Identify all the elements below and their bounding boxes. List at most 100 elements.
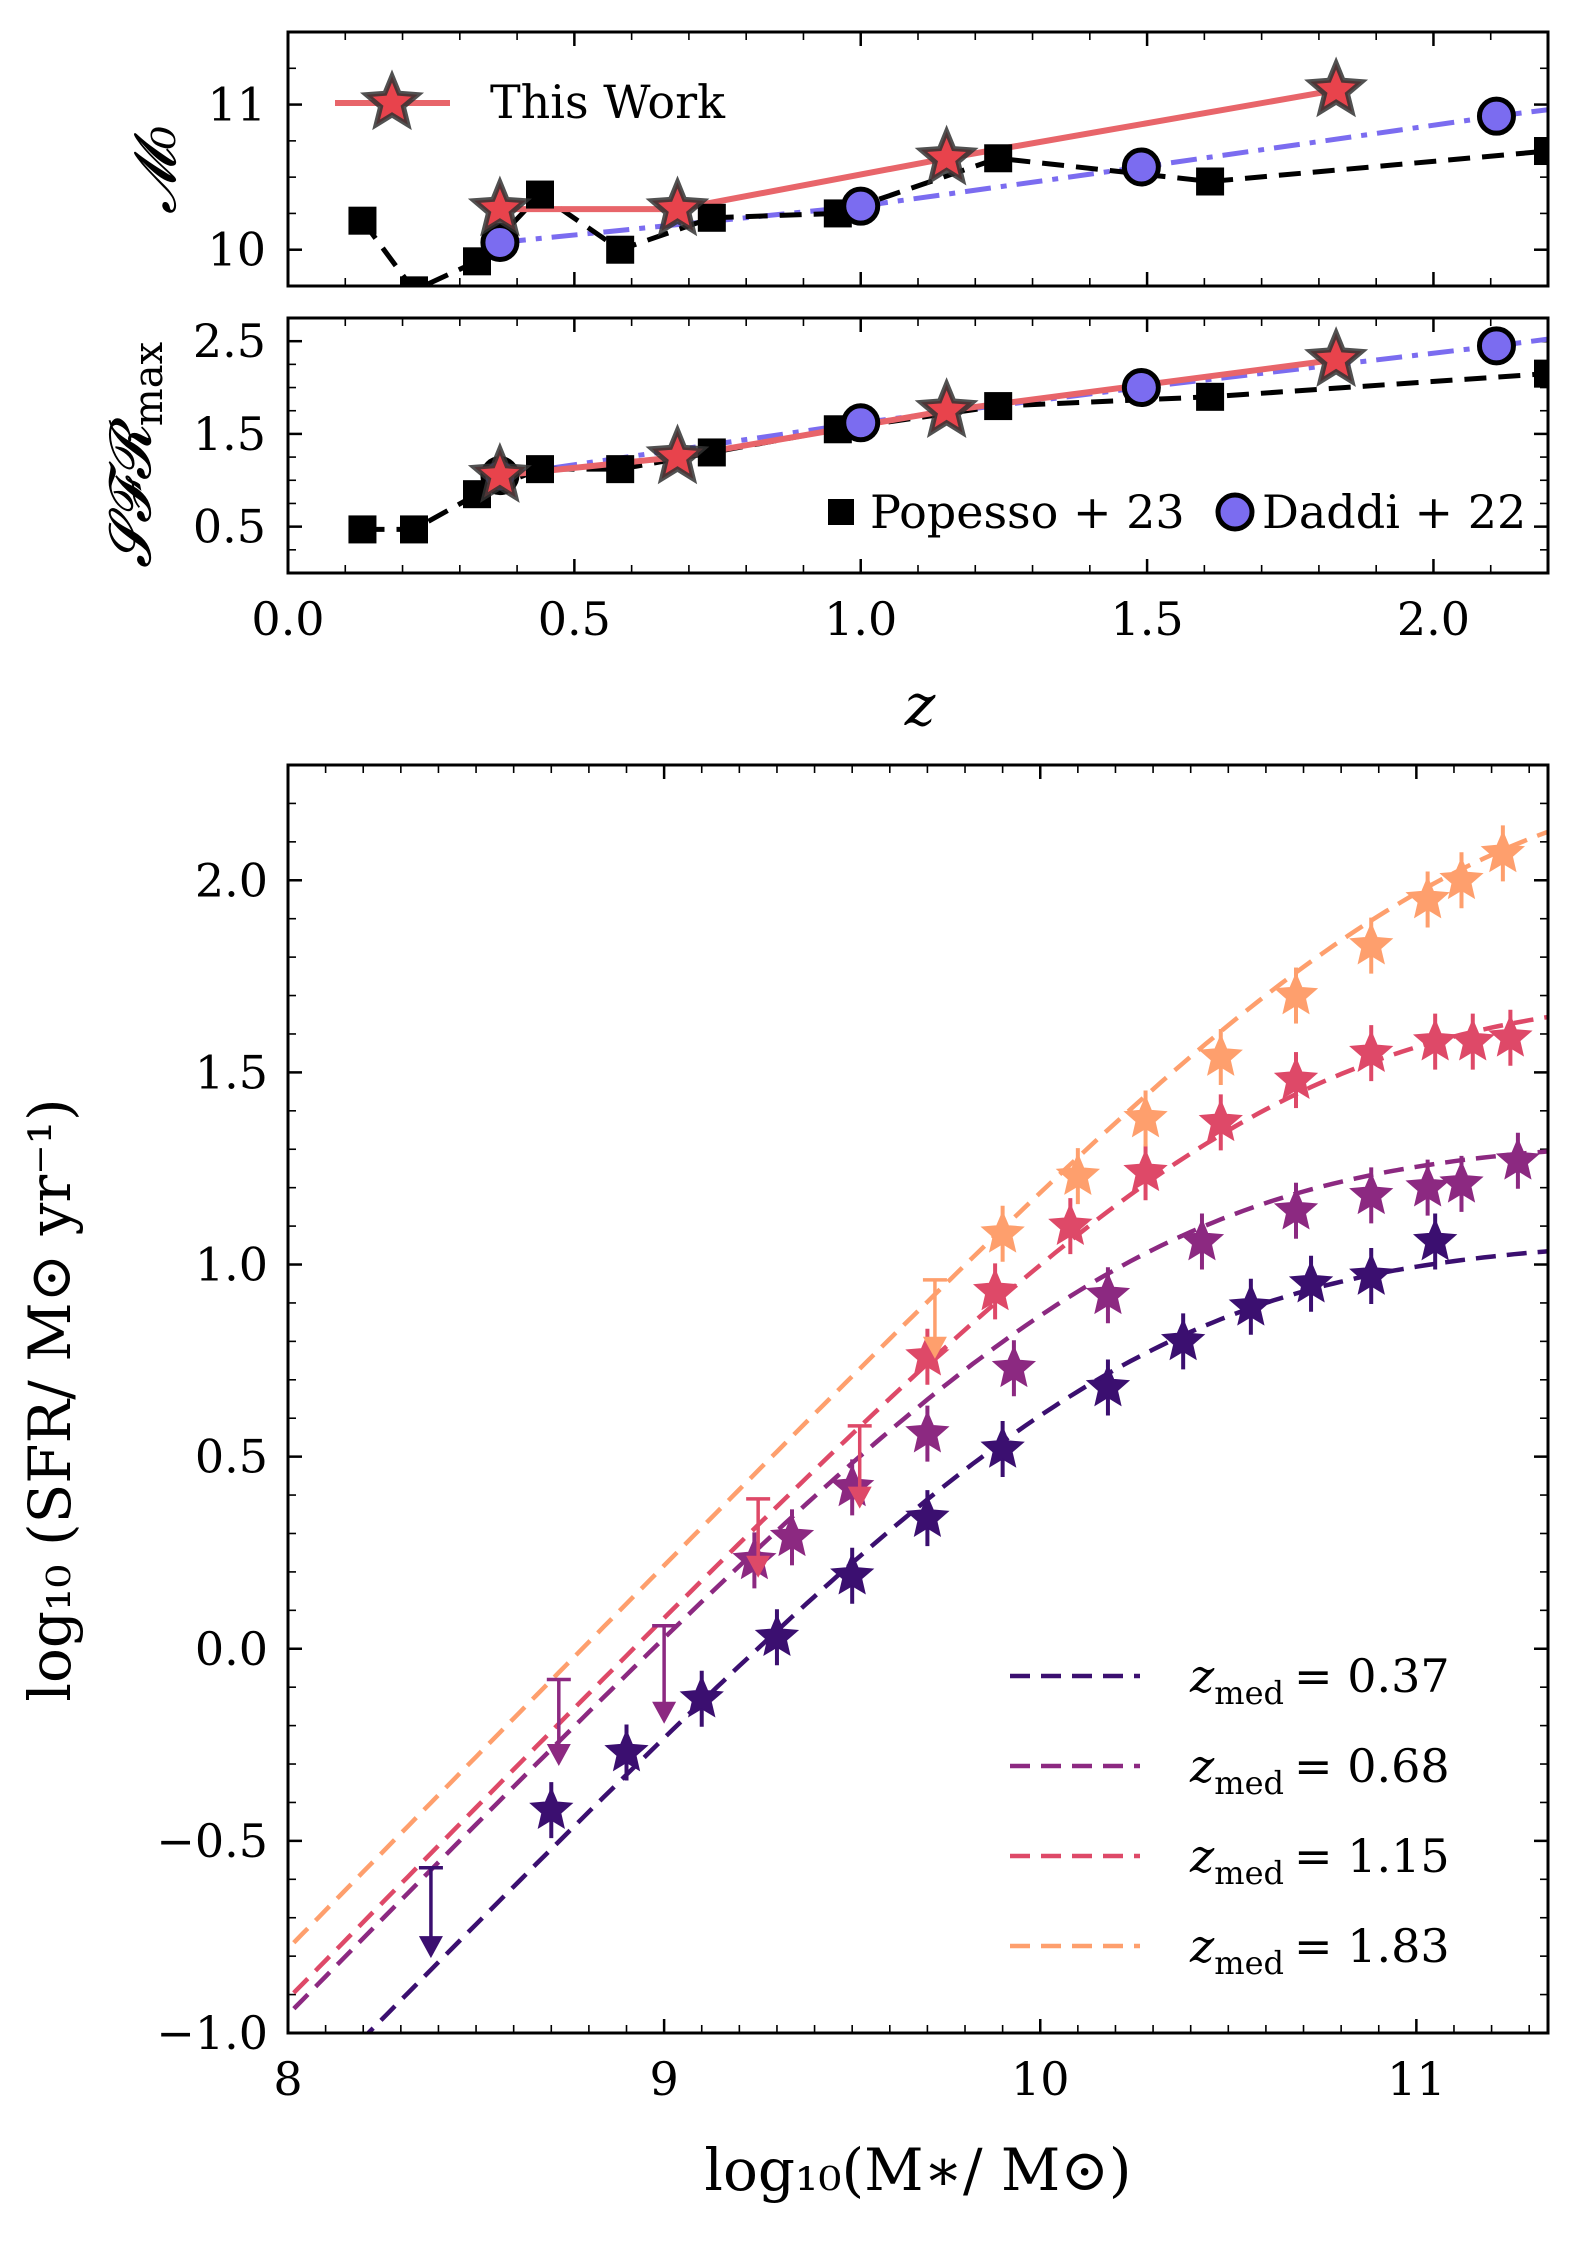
upper-limit-arrow bbox=[746, 1555, 771, 1578]
star-point bbox=[1273, 1056, 1319, 1099]
star-point bbox=[769, 1514, 815, 1557]
ytick-label: 0.5 bbox=[195, 1430, 268, 1484]
mass-xlabel: log₁₀(M∗/ M⊙) bbox=[704, 2136, 1131, 2204]
square-marker bbox=[1196, 382, 1225, 411]
legend-value: 1.83 bbox=[1347, 1919, 1449, 1973]
legend-z: z bbox=[1189, 1649, 1215, 1703]
sfr-mass-panel: −1.0 −0.5 0.0 0.5 1.0 1.5 2.0 8 9 10 11 log₁₀ (SF… bbox=[16, 763, 1550, 2204]
square-marker bbox=[606, 235, 635, 264]
circle-marker bbox=[841, 186, 881, 226]
star-point bbox=[905, 1333, 950, 1376]
star-point bbox=[1179, 1218, 1225, 1261]
legend-sub: med bbox=[1214, 1764, 1284, 1802]
series-line-thiswork bbox=[499, 87, 1337, 213]
star-point bbox=[1198, 1099, 1243, 1142]
legend-square-icon bbox=[828, 499, 854, 525]
ytick-label: −1.0 bbox=[156, 2006, 268, 2060]
star-point bbox=[1123, 1149, 1168, 1192]
m0-ytick-labels: 10 11 bbox=[207, 78, 266, 277]
legend-sub: med bbox=[1214, 1944, 1284, 1982]
star-point bbox=[980, 1210, 1025, 1253]
legend-star-icon bbox=[359, 69, 425, 131]
square-marker bbox=[348, 206, 377, 235]
sfr-fit-curves bbox=[288, 829, 1548, 2033]
square-marker bbox=[400, 515, 428, 544]
circle-marker bbox=[1476, 326, 1516, 366]
star-point bbox=[1273, 972, 1319, 1015]
square-marker bbox=[348, 515, 377, 544]
legend-value: 0.37 bbox=[1347, 1649, 1449, 1703]
star-point bbox=[1055, 1152, 1101, 1195]
square-marker bbox=[984, 392, 1013, 421]
ytick-label: 11 bbox=[207, 78, 266, 132]
circle-marker bbox=[841, 403, 881, 443]
upper-limit-arrow bbox=[546, 1744, 571, 1767]
sfr-data-points bbox=[418, 825, 1541, 1959]
legend-sub: med bbox=[1214, 1674, 1284, 1712]
star-marker bbox=[1304, 56, 1369, 118]
xtick-label: 10 bbox=[1011, 2052, 1070, 2106]
xtick-label: 1.5 bbox=[1111, 592, 1184, 646]
fit-curve bbox=[288, 1149, 1548, 2018]
m0-series-markers bbox=[348, 56, 1548, 286]
square-marker bbox=[526, 180, 554, 209]
star-point bbox=[905, 1410, 950, 1453]
ytick-label: −0.5 bbox=[156, 1814, 268, 1868]
star-point bbox=[830, 1552, 875, 1595]
fit-curve bbox=[288, 829, 1548, 1952]
legend-label-popesso: Popesso + 23 bbox=[870, 485, 1185, 539]
legend-sub: med bbox=[1214, 1854, 1284, 1892]
legend-eq: = bbox=[1294, 1649, 1347, 1703]
xtick-label: 1.0 bbox=[824, 592, 897, 646]
star-marker bbox=[914, 124, 979, 186]
legend-eq: = bbox=[1294, 1739, 1347, 1793]
xtick-label: 2.0 bbox=[1397, 592, 1470, 646]
star-point bbox=[1488, 1014, 1533, 1057]
star-point bbox=[1288, 1260, 1334, 1303]
fit-curve bbox=[288, 1014, 1548, 2003]
star-point bbox=[1405, 876, 1450, 919]
circle-marker bbox=[1121, 368, 1161, 408]
star-point bbox=[1048, 1202, 1093, 1245]
ytick-label: 10 bbox=[207, 223, 266, 277]
star-point bbox=[1480, 830, 1526, 873]
star-point bbox=[604, 1729, 649, 1772]
star-point bbox=[1273, 1187, 1319, 1230]
legend-star-marker bbox=[359, 69, 425, 131]
square-marker bbox=[1534, 137, 1548, 166]
legend-value: 1.15 bbox=[1347, 1829, 1449, 1883]
legend-label: zmed = 1.15 bbox=[1189, 1829, 1450, 1892]
square-marker bbox=[1534, 359, 1548, 388]
legend-value: 0.68 bbox=[1347, 1739, 1449, 1793]
ytick-label: 0.0 bbox=[195, 1622, 268, 1676]
square-marker bbox=[606, 455, 635, 484]
legend-circle-icon bbox=[1215, 492, 1255, 532]
star-point bbox=[1412, 1218, 1458, 1261]
star-point bbox=[972, 1268, 1018, 1311]
sfrmax-series-markers bbox=[348, 326, 1548, 544]
square-marker bbox=[526, 455, 554, 484]
legend-label: zmed = 1.83 bbox=[1189, 1919, 1450, 1982]
ytick-label: 1.0 bbox=[195, 1238, 268, 1292]
star-marker bbox=[645, 175, 710, 237]
sfrmax-ylabel-sub: max bbox=[126, 341, 172, 426]
sfr-ytick-labels: −1.0 −0.5 0.0 0.5 1.0 1.5 2.0 bbox=[156, 853, 268, 2060]
m0-legend: This Work bbox=[335, 69, 726, 131]
xtick-label: 11 bbox=[1387, 2052, 1446, 2106]
upper-limit-arrow bbox=[418, 1936, 443, 1959]
sfr-ylabel: log₁₀ (SFR/ M⊙ yr⁻¹) bbox=[16, 1098, 84, 1701]
legend-eq: = bbox=[1294, 1829, 1347, 1883]
star-point bbox=[1450, 1018, 1495, 1061]
star-point bbox=[1228, 1283, 1274, 1326]
ytick-label: 0.5 bbox=[193, 500, 266, 554]
legend-label-this-work: This Work bbox=[490, 75, 726, 129]
star-point bbox=[1123, 1095, 1168, 1138]
star-point bbox=[1349, 922, 1394, 965]
legend-z: z bbox=[1189, 1919, 1215, 1973]
sfrmax-ytick-labels: 0.5 1.5 2.5 bbox=[193, 314, 266, 553]
legend-label-daddi: Daddi + 22 bbox=[1262, 485, 1526, 539]
star-point bbox=[1198, 1033, 1243, 1076]
star-point bbox=[1085, 1272, 1131, 1315]
